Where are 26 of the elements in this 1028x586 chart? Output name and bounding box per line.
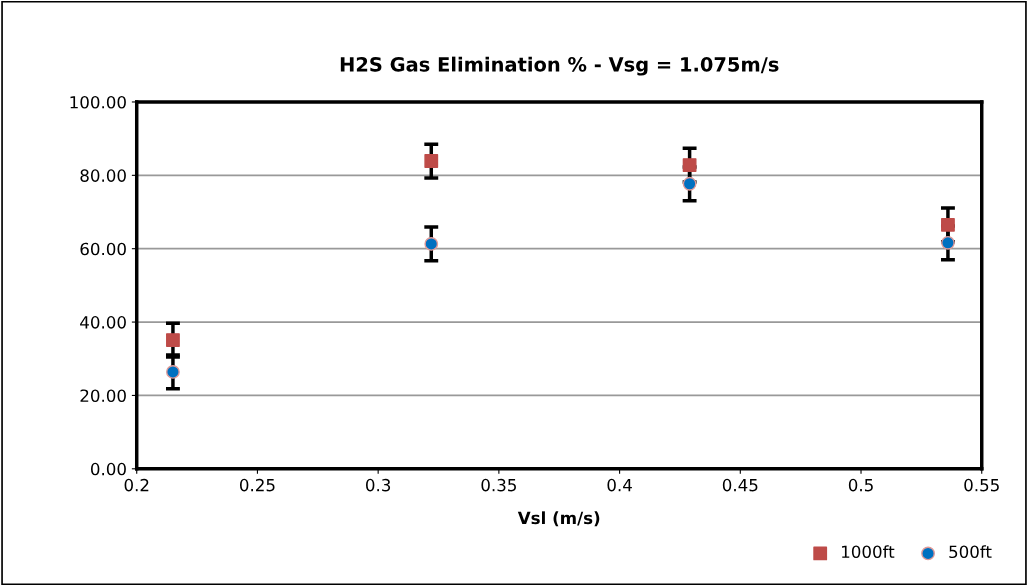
chart-title: H2S Gas Elimination % - Vsg = 1.075m/s (340, 56, 779, 76)
x-tick-label: 0.3 (366, 478, 391, 492)
x-tick-label: 0.5 (848, 478, 873, 492)
legend-label: 500ft (949, 545, 992, 559)
y-tick-label: 80.00 (80, 169, 126, 182)
point (424, 237, 439, 251)
y-tick-label: 60.00 (80, 242, 126, 256)
point (166, 333, 180, 347)
point (941, 217, 955, 232)
legend-label: 1000ft (842, 545, 895, 559)
x-tick-label: 0.35 (481, 478, 516, 492)
point (941, 235, 955, 250)
x-tick-label: 0.25 (239, 478, 275, 492)
point (682, 176, 697, 191)
y-tick-label: 100.00 (70, 95, 126, 109)
point (166, 365, 180, 379)
x-tick-label: 0.2 (124, 478, 149, 492)
x-axis-title: Vsl (m/s) (517, 511, 600, 527)
point (682, 158, 697, 172)
y-tick-label: 0.00 (90, 462, 126, 476)
point (424, 154, 439, 168)
x-tick-label: 0.4 (607, 478, 632, 492)
x-tick-label: 0.55 (964, 478, 999, 492)
y-tick-label: 40.00 (80, 316, 126, 329)
y-tick-label: 20.00 (80, 389, 126, 402)
x-tick-label: 0.45 (722, 478, 758, 492)
